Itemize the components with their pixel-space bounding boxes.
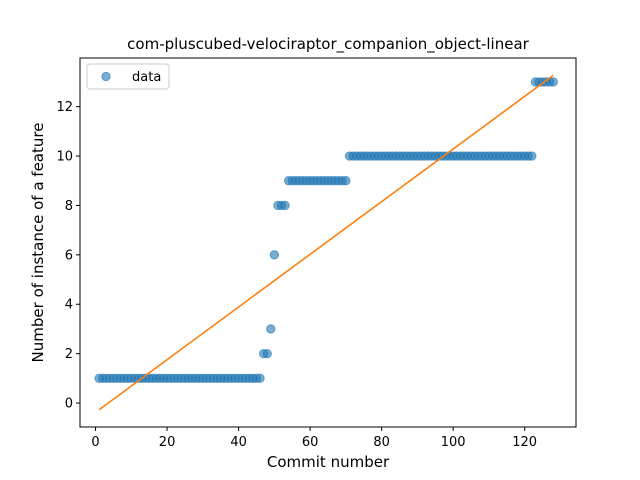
y-tick-label: 10 (56, 150, 73, 165)
x-tick-label: 40 (230, 435, 247, 450)
y-axis-label: Number of instance of a feature (29, 123, 47, 363)
legend-label: data (132, 70, 161, 85)
data-point (528, 152, 536, 160)
y-tick-label: 6 (65, 248, 73, 263)
x-tick-label: 20 (159, 435, 176, 450)
data-point (549, 78, 557, 86)
x-tick-label: 80 (373, 435, 390, 450)
x-axis-label: Commit number (267, 453, 390, 471)
y-tick-label: 8 (65, 199, 73, 214)
data-point (256, 374, 264, 382)
data-point (267, 325, 275, 333)
y-tick-label: 0 (65, 397, 73, 412)
data-point (342, 177, 350, 185)
legend-marker (102, 72, 110, 80)
x-tick-label: 100 (441, 435, 466, 450)
data-point (263, 349, 271, 357)
legend: data (87, 64, 169, 89)
y-tick-label: 12 (56, 100, 73, 115)
chart-title: com-pluscubed-velociraptor_companion_obj… (127, 35, 529, 54)
x-tick-label: 120 (512, 435, 537, 450)
x-tick-label: 0 (91, 435, 99, 450)
x-tick-label: 60 (302, 435, 319, 450)
data-point (270, 251, 278, 259)
y-tick-label: 4 (65, 298, 73, 313)
data-point (281, 201, 289, 209)
y-tick-label: 2 (65, 347, 73, 362)
